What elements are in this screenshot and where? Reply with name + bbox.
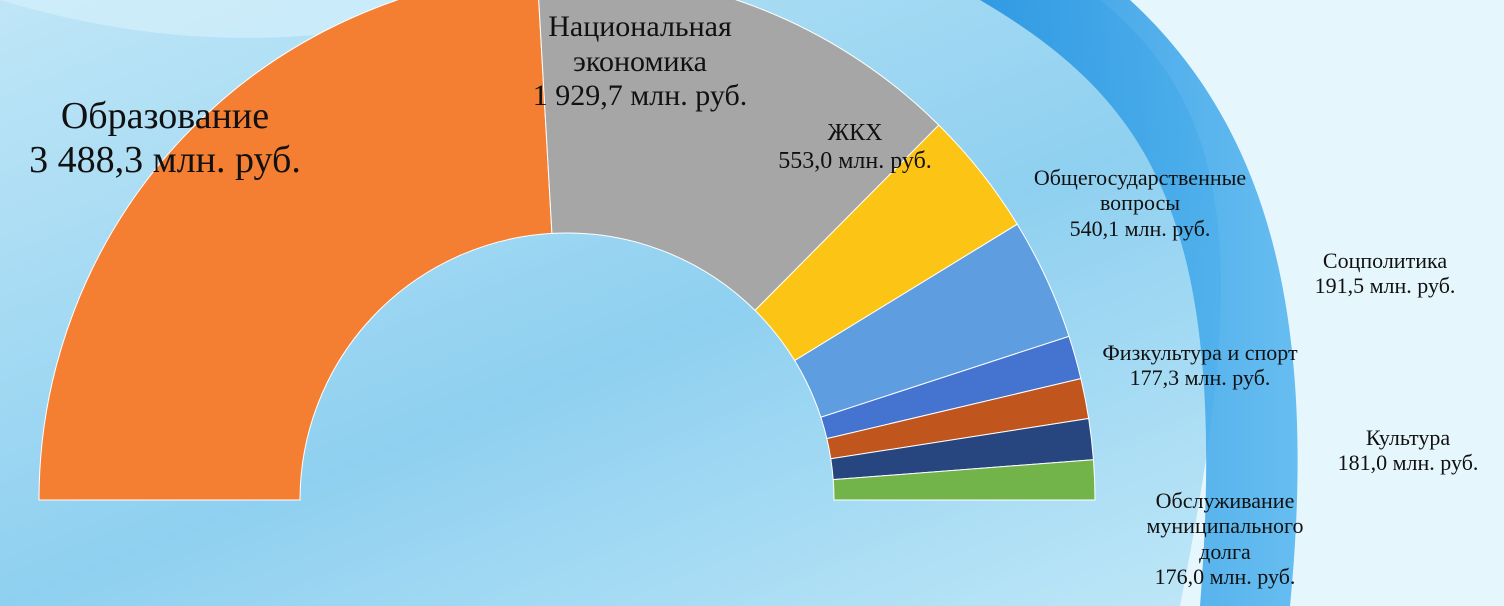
value-label: 177,3 млн. руб. [1100, 365, 1300, 390]
category-name: ЖКХ [745, 120, 965, 148]
value-label: 181,0 млн. руб. [1308, 450, 1504, 475]
value-label: 3 488,3 млн. руб. [0, 139, 335, 183]
category-name: Образование [0, 95, 335, 139]
value-label: 176,0 млн. руб. [1135, 564, 1315, 589]
page: Образование3 488,3 млн. руб. Национальная… [0, 0, 1504, 606]
category-name: Национальная экономика [505, 10, 775, 79]
value-label: 540,1 млн. руб. [1010, 216, 1270, 241]
category-name: Культура [1308, 425, 1504, 450]
category-name: Соцполитика [1275, 248, 1495, 273]
category-name: Обслуживание муниципального долга [1135, 488, 1315, 564]
category-name: Физкультура и спорт [1100, 340, 1300, 365]
category-name: Общегосударственные вопросы [1010, 165, 1270, 216]
value-label: 191,5 млн. руб. [1275, 273, 1495, 298]
value-label: 1 929,7 млн. руб. [505, 79, 775, 114]
value-label: 553,0 млн. руб. [745, 148, 965, 176]
